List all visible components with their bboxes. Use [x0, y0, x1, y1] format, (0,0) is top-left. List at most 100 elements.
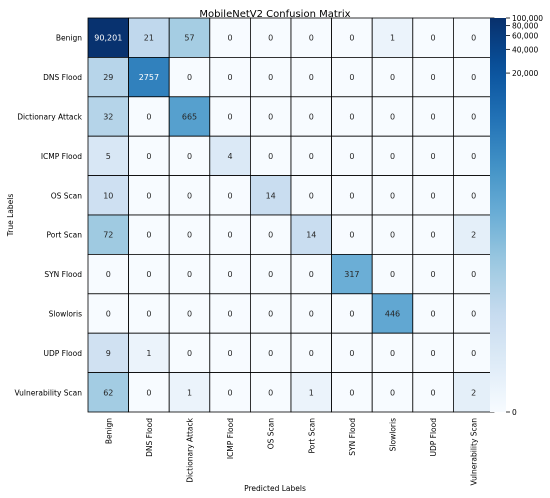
- x-tick-label: DNS Flood: [145, 418, 154, 457]
- colorbar-tick-label: 100,000: [512, 14, 543, 23]
- cell-value-label: 0: [471, 310, 476, 319]
- heatmap-cells: 90,201 21 57 0 0 0 0 1 0 029 2757 0 0 0 0 0 0 0 032 0 665 0 0 0…: [87, 17, 495, 413]
- cell-value-label: 0: [268, 113, 273, 122]
- cell-value-label: 0: [390, 73, 395, 82]
- cell-value-label: 0: [349, 191, 354, 200]
- heatmap-cell: [290, 332, 332, 374]
- colorbar-tick-label: 0: [512, 408, 517, 417]
- cell-value-label: 0: [187, 152, 192, 161]
- heatmap-cell: [412, 96, 454, 137]
- cell-value-label: 2: [471, 231, 476, 240]
- cell-value-label: 0: [187, 270, 192, 279]
- cell-value-label: 0: [349, 152, 354, 161]
- chart-title: MobileNetV2 Confusion Matrix: [199, 9, 350, 20]
- heatmap-cell: [412, 253, 454, 295]
- cell-value-label: 0: [431, 191, 436, 200]
- cell-value-label: 5: [106, 152, 111, 161]
- y-tick-label: ICMP Flood: [41, 152, 82, 161]
- cell-value-label: 0: [268, 349, 273, 358]
- heatmap-cell: [209, 96, 251, 137]
- cell-value-label: 0: [228, 231, 233, 240]
- heatmap-cell: [331, 96, 373, 137]
- x-tick-label: UDP Flood: [429, 418, 438, 457]
- colorbar: [490, 18, 506, 412]
- heatmap-cell: [290, 253, 332, 295]
- cell-value-label: 0: [431, 388, 436, 397]
- cell-value-label: 0: [431, 113, 436, 122]
- y-tick-label: Slowloris: [49, 310, 82, 319]
- heatmap-cell: [168, 214, 211, 255]
- heatmap-cell: [87, 293, 129, 334]
- heatmap-cell: [249, 293, 292, 334]
- cell-value-label: 0: [390, 231, 395, 240]
- cell-value-label: 14: [266, 191, 276, 200]
- heatmap-cell: [168, 57, 211, 98]
- heatmap-cell: [452, 214, 495, 255]
- cell-value-label: 0: [106, 270, 111, 279]
- cell-value-label: 0: [268, 310, 273, 319]
- cell-value-label: 2757: [139, 73, 159, 82]
- cell-value-label: 0: [228, 388, 233, 397]
- cell-value-label: 1: [309, 388, 314, 397]
- cell-value-label: 0: [431, 34, 436, 43]
- cell-value-label: 0: [309, 349, 314, 358]
- heatmap-cell: [249, 135, 292, 176]
- heatmap-cell: [168, 96, 211, 137]
- heatmap-cell: [209, 372, 251, 413]
- cell-value-label: 0: [228, 310, 233, 319]
- heatmap-cell: [290, 372, 332, 413]
- cell-value-label: 0: [187, 349, 192, 358]
- cell-value-label: 317: [344, 270, 359, 279]
- cell-value-label: 0: [146, 310, 151, 319]
- cell-value-label: 0: [431, 73, 436, 82]
- heatmap-cell: [371, 214, 414, 255]
- cell-value-label: 0: [471, 152, 476, 161]
- heatmap-cell: [331, 57, 373, 98]
- heatmap-cell: [452, 332, 495, 374]
- x-tick-label: Dictionary Attack: [186, 417, 195, 482]
- cell-value-label: 0: [268, 231, 273, 240]
- colorbar-tick-label: 60,000: [512, 31, 538, 40]
- heatmap-cell: [371, 175, 414, 216]
- cell-value-label: 0: [390, 152, 395, 161]
- cell-value-label: 90,201: [94, 34, 122, 43]
- cell-value-label: 1: [146, 349, 151, 358]
- cell-value-label: 0: [390, 349, 395, 358]
- cell-value-label: 0: [349, 349, 354, 358]
- cell-value-label: 0: [187, 73, 192, 82]
- cell-value-label: 0: [390, 388, 395, 397]
- colorbar-tick-label: 40,000: [512, 45, 538, 54]
- cell-value-label: 0: [268, 388, 273, 397]
- cell-value-label: 29: [103, 73, 113, 82]
- cell-value-label: 665: [182, 113, 197, 122]
- y-tick-label: Benign: [56, 34, 82, 43]
- heatmap-cell: [331, 214, 373, 255]
- cell-value-label: 57: [184, 34, 194, 43]
- cell-value-label: 446: [385, 310, 400, 319]
- heatmap-cell: [209, 135, 251, 176]
- cell-value-label: 0: [228, 349, 233, 358]
- heatmap-cell: [168, 332, 211, 374]
- cell-value-label: 0: [146, 388, 151, 397]
- heatmap-cell: [128, 253, 170, 295]
- y-tick-label: DNS Flood: [43, 73, 82, 82]
- cell-value-label: 0: [187, 191, 192, 200]
- cell-value-label: 0: [349, 113, 354, 122]
- x-tick-labels: Benign DNS Flood Dictionary Attack ICMP Flo…: [104, 417, 478, 485]
- cell-value-label: 0: [146, 152, 151, 161]
- cell-value-label: 0: [471, 191, 476, 200]
- heatmap-cell: [249, 214, 292, 255]
- cell-value-label: 0: [187, 231, 192, 240]
- heatmap-cell: [371, 17, 414, 58]
- cell-value-label: 0: [390, 191, 395, 200]
- heatmap-cell: [128, 17, 170, 58]
- cell-value-label: 0: [471, 349, 476, 358]
- cell-value-label: 0: [349, 231, 354, 240]
- heatmap-cell: [87, 57, 129, 98]
- cell-value-label: 0: [228, 34, 233, 43]
- heatmap-cell: [371, 96, 414, 137]
- cell-value-label: 0: [309, 34, 314, 43]
- cell-value-label: 0: [349, 34, 354, 43]
- cell-value-label: 0: [309, 73, 314, 82]
